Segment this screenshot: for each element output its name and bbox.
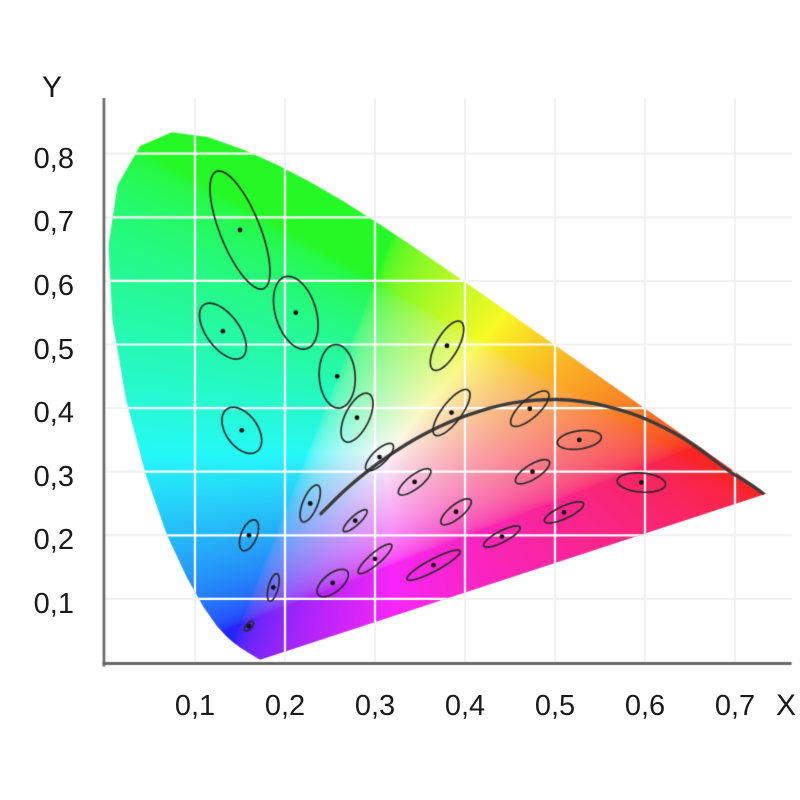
y-tick-label: 0,8	[33, 142, 74, 175]
x-tick-label: 0,7	[714, 690, 756, 722]
x-tick-label: 0,1	[174, 690, 216, 722]
x-tick-label: 0,5	[534, 690, 576, 722]
y-tick-label: 0,4	[33, 397, 74, 430]
x-tick-label: 0,2	[264, 690, 306, 722]
y-axis-title: Y	[41, 71, 62, 104]
y-tick-label: 0,7	[33, 206, 74, 239]
y-tick-label: 0,1	[33, 587, 74, 620]
y-tick-label: 0,3	[33, 460, 74, 493]
y-tick-label: 0,2	[33, 524, 74, 557]
x-tick-label: 0,6	[624, 690, 666, 722]
y-tick-label: 0,6	[33, 269, 74, 302]
x-tick-label: 0,4	[444, 690, 486, 722]
x-axis-title: X	[775, 689, 796, 722]
y-tick-label: 0,5	[33, 333, 74, 366]
x-tick-label: 0,3	[354, 690, 396, 722]
